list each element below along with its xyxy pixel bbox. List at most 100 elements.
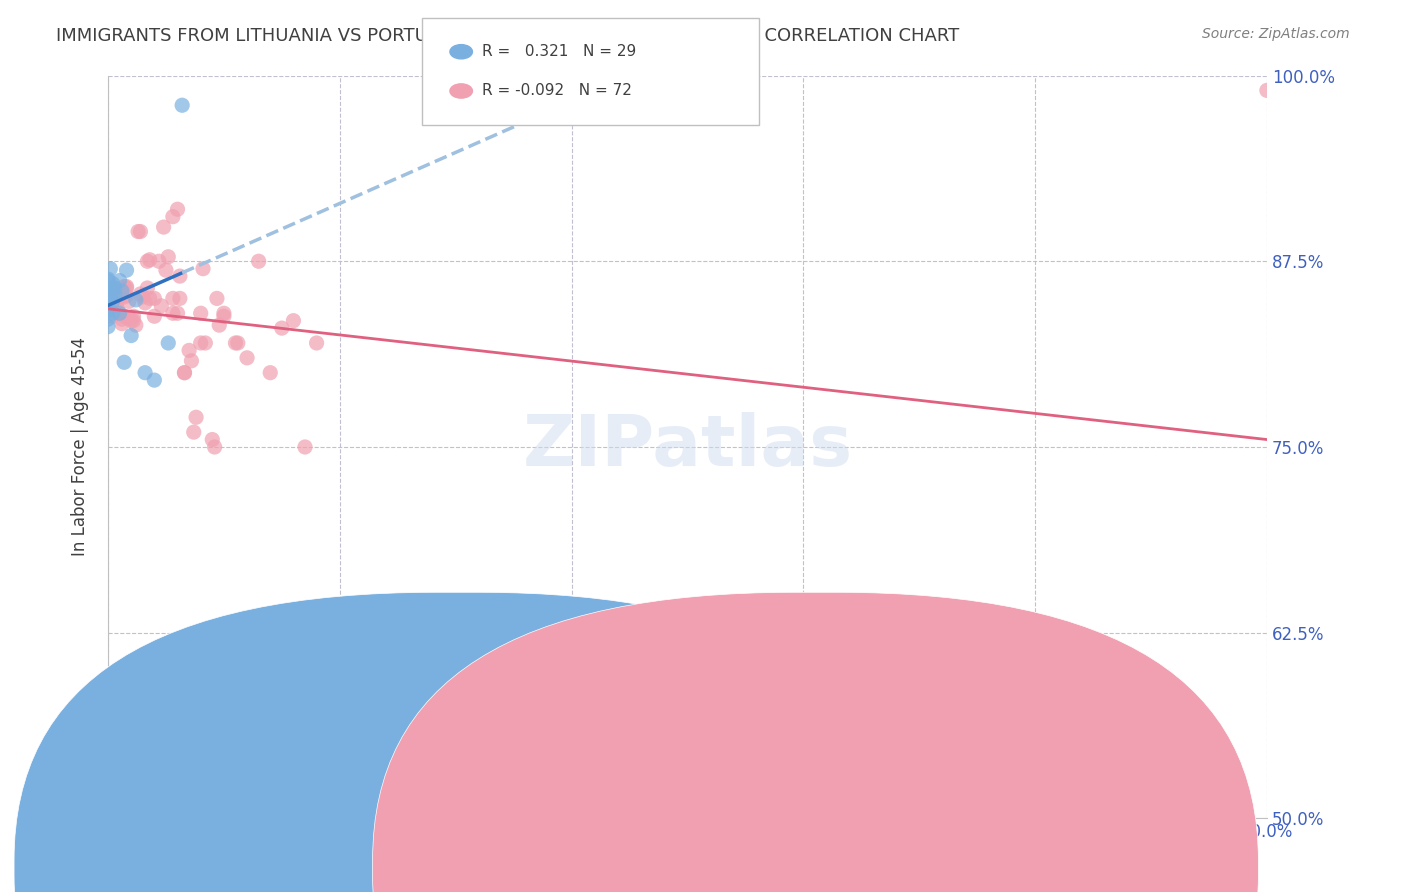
Point bbox=[294, 440, 316, 454]
Point bbox=[98, 292, 121, 306]
Point bbox=[283, 314, 305, 328]
Point bbox=[143, 292, 166, 306]
Point bbox=[138, 252, 160, 267]
Point bbox=[201, 433, 224, 447]
Text: Portuguese: Portuguese bbox=[844, 860, 931, 874]
Text: R =   0.321   N = 29: R = 0.321 N = 29 bbox=[482, 45, 637, 59]
Point bbox=[111, 312, 134, 326]
Point bbox=[111, 284, 134, 298]
Point bbox=[115, 288, 138, 302]
Point bbox=[136, 254, 159, 268]
Point bbox=[173, 366, 195, 380]
Point bbox=[1256, 83, 1278, 97]
Point bbox=[104, 287, 127, 301]
Point bbox=[270, 321, 292, 335]
Point bbox=[104, 281, 127, 295]
Point bbox=[247, 254, 270, 268]
Point bbox=[226, 336, 249, 351]
Point bbox=[108, 306, 131, 320]
Point bbox=[111, 317, 134, 331]
Point bbox=[97, 292, 120, 306]
Point bbox=[236, 351, 259, 365]
Point bbox=[97, 299, 120, 313]
Point bbox=[150, 299, 173, 313]
Point bbox=[104, 288, 127, 302]
Point bbox=[108, 306, 131, 320]
Y-axis label: In Labor Force | Age 45-54: In Labor Force | Age 45-54 bbox=[72, 337, 89, 557]
Point bbox=[120, 328, 142, 343]
Point bbox=[172, 98, 194, 112]
Point bbox=[134, 296, 156, 310]
Point bbox=[204, 440, 226, 454]
Point bbox=[112, 310, 135, 324]
Point bbox=[115, 263, 138, 277]
Point bbox=[190, 336, 212, 351]
Point bbox=[115, 281, 138, 295]
Point bbox=[191, 261, 214, 276]
Point bbox=[105, 301, 128, 316]
Point bbox=[157, 250, 180, 264]
Point bbox=[792, 640, 814, 655]
Point bbox=[173, 366, 195, 380]
Point bbox=[134, 366, 156, 380]
Point bbox=[112, 355, 135, 369]
Text: Source: ZipAtlas.com: Source: ZipAtlas.com bbox=[1202, 27, 1350, 41]
Point bbox=[184, 410, 207, 425]
Point bbox=[180, 353, 202, 368]
Point bbox=[97, 319, 120, 334]
Point bbox=[125, 318, 148, 333]
Point bbox=[122, 310, 145, 324]
Point bbox=[129, 225, 152, 239]
Point bbox=[212, 306, 235, 320]
Point bbox=[169, 292, 191, 306]
Point bbox=[101, 277, 124, 291]
Point bbox=[129, 287, 152, 301]
Point bbox=[108, 274, 131, 288]
Point bbox=[179, 343, 201, 358]
Point bbox=[224, 336, 246, 351]
Point bbox=[183, 425, 205, 439]
Point bbox=[97, 274, 120, 288]
Text: Immigrants from Lithuania: Immigrants from Lithuania bbox=[492, 860, 696, 874]
Point bbox=[143, 373, 166, 387]
Point bbox=[162, 210, 184, 224]
Point bbox=[118, 294, 141, 309]
Point bbox=[118, 310, 141, 325]
Point bbox=[97, 303, 120, 318]
Point bbox=[208, 318, 231, 333]
Point bbox=[101, 310, 124, 324]
Point bbox=[212, 310, 235, 324]
Point bbox=[155, 263, 177, 277]
Point bbox=[112, 279, 135, 293]
Point bbox=[101, 306, 124, 320]
Point bbox=[166, 306, 188, 320]
Point bbox=[105, 294, 128, 309]
Point bbox=[136, 281, 159, 295]
Point bbox=[190, 306, 212, 320]
Point bbox=[143, 310, 166, 324]
Point bbox=[97, 288, 120, 302]
Point bbox=[166, 202, 188, 217]
Point bbox=[97, 284, 120, 298]
Point bbox=[122, 314, 145, 328]
Point bbox=[157, 336, 180, 351]
Point bbox=[127, 225, 149, 239]
Point bbox=[105, 290, 128, 304]
Point bbox=[101, 281, 124, 295]
Text: IMMIGRANTS FROM LITHUANIA VS PORTUGUESE IN LABOR FORCE | AGE 45-54 CORRELATION C: IMMIGRANTS FROM LITHUANIA VS PORTUGUESE … bbox=[56, 27, 959, 45]
Point bbox=[162, 306, 184, 320]
Text: R = -0.092   N = 72: R = -0.092 N = 72 bbox=[482, 84, 633, 98]
Point bbox=[132, 290, 155, 304]
Point bbox=[115, 279, 138, 293]
Point bbox=[120, 314, 142, 328]
Point bbox=[112, 290, 135, 304]
Point bbox=[148, 254, 170, 268]
Point bbox=[305, 336, 328, 351]
Point bbox=[194, 336, 217, 351]
Text: ZIPatlas: ZIPatlas bbox=[523, 412, 852, 482]
Point bbox=[152, 220, 174, 235]
Point bbox=[97, 312, 120, 326]
Point bbox=[125, 293, 148, 307]
Point bbox=[97, 272, 120, 286]
Point bbox=[98, 287, 121, 301]
